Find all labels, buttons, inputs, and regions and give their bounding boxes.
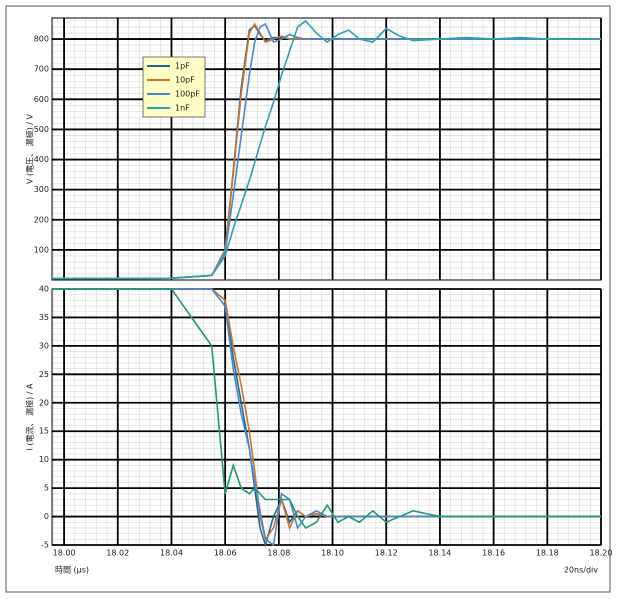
x-tick-label: 18.06 [214, 549, 237, 558]
x-tick-label: 18.10 [321, 549, 344, 558]
plot-area [52, 289, 601, 545]
plot-border [51, 17, 602, 281]
y-axis-label: V (電圧、 漏極) / V [25, 113, 35, 184]
legend-label: 1nF [175, 104, 190, 113]
x-tick-label: 18.04 [160, 549, 183, 558]
y-tick-label: 30 [39, 341, 49, 350]
y-tick-label: 40 [39, 285, 49, 294]
y-tick-label: 700 [34, 65, 49, 74]
x-axis-label: 時間 (μs) [55, 566, 89, 575]
legend-label: 1pF [175, 62, 190, 71]
y-tick-label: 15 [39, 427, 49, 436]
y-tick-label: 500 [34, 125, 49, 134]
y-tick-label: 800 [34, 35, 49, 44]
y-axis-label: I (電流、 漏極) / A [25, 383, 35, 450]
x-tick-label: 18.14 [428, 549, 451, 558]
legend-label: 100pF [175, 90, 200, 99]
plot-border [51, 288, 602, 546]
x-tick-label: 18.18 [536, 549, 559, 558]
x-tick-label: 18.08 [267, 549, 290, 558]
y-tick-label: 10 [39, 455, 49, 464]
y-tick-label: 0 [44, 512, 49, 521]
legend-label: 10pF [175, 76, 195, 85]
y-tick-label: 5 [44, 484, 49, 493]
series-line [52, 19, 601, 280]
y-tick-label: 600 [34, 95, 49, 104]
annotation: 20ns/div [564, 566, 598, 575]
x-tick-label: 18.12 [375, 549, 398, 558]
y-tick-label: 300 [34, 185, 49, 194]
x-tick-label: 18.16 [482, 549, 505, 558]
x-tick-label: 18.02 [106, 549, 129, 558]
y-tick-label: 100 [34, 245, 49, 254]
y-tick-label: 25 [39, 370, 49, 379]
y-tick-label: -5 [41, 541, 49, 550]
y-tick-label: 35 [39, 313, 49, 322]
series-line [52, 288, 601, 529]
y-tick-label: 20 [39, 398, 49, 407]
x-tick-label: 18.00 [53, 549, 76, 558]
y-tick-label: 200 [34, 215, 49, 224]
frame [5, 5, 611, 593]
y-tick-label: 400 [34, 155, 49, 164]
x-tick-label: 18.20 [590, 549, 613, 558]
